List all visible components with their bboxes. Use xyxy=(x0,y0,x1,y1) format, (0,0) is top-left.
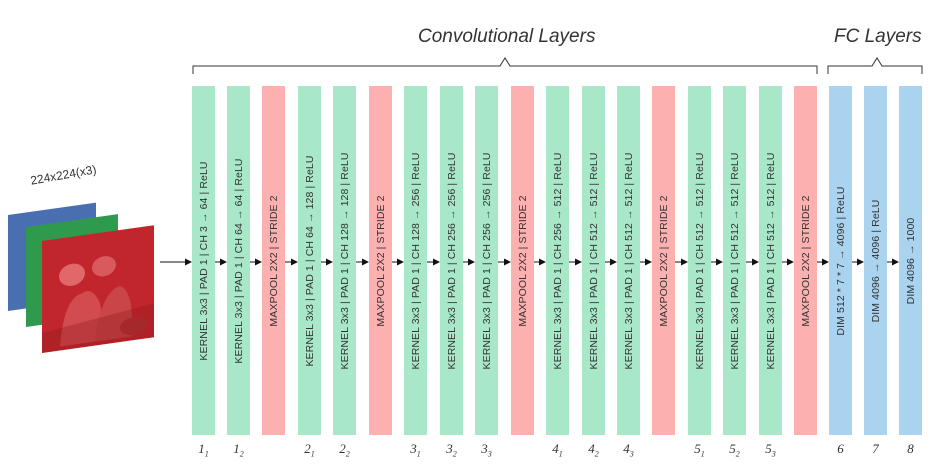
layer-index-number: 4 xyxy=(552,441,559,456)
layer-index-number: 7 xyxy=(872,441,879,456)
layer-label: KERNEL 3x3 | PAD 1 | CH 512 → 512 | ReLU xyxy=(764,151,777,370)
layer-index-number: 8 xyxy=(907,441,914,456)
conv-layer-17: KERNEL 3x3 | PAD 1 | CH 512 → 512 | ReLU xyxy=(759,86,782,435)
layer-label: DIM 512 * 7 * 7 → 4096 | ReLU xyxy=(834,185,847,336)
layer-index-number: 5 xyxy=(729,441,736,456)
layer-label: MAXPOOL 2X2 | STRIDE 2 xyxy=(267,194,280,327)
layer-index: 11 xyxy=(198,441,209,459)
layer-index-subscript: 2 xyxy=(594,449,599,459)
layer-index-number: 2 xyxy=(339,441,346,456)
layer-label: KERNEL 3x3 | PAD 1 | CH 128 → 128 | ReLU xyxy=(338,151,351,370)
layer-index-subscript: 2 xyxy=(452,449,457,459)
layer-index-number: 6 xyxy=(837,441,844,456)
conv-layer-12: KERNEL 3x3 | PAD 1 | CH 512 → 512 | ReLU xyxy=(582,86,605,435)
pool-layer-10: MAXPOOL 2X2 | STRIDE 2 xyxy=(511,86,534,435)
layer-index-subscript: 1 xyxy=(558,449,563,459)
layer-index-subscript: 1 xyxy=(310,449,315,459)
layer-label: KERNEL 3x3 | PAD 1 | CH 512 → 512 | ReLU xyxy=(622,151,635,370)
conv-layer-13: KERNEL 3x3 | PAD 1 | CH 512 → 512 | ReLU xyxy=(617,86,640,435)
layer-index: 32 xyxy=(446,441,457,459)
conv-layer-1: KERNEL 3x3 | PAD 1 | CH 3 → 64 | ReLU xyxy=(192,86,215,435)
layer-index-subscript: 2 xyxy=(345,449,350,459)
layer-index: 33 xyxy=(481,441,492,459)
layer-label: KERNEL 3x3 | PAD 1 | CH 512 → 512 | ReLU xyxy=(587,151,600,370)
layer-index-subscript: 1 xyxy=(416,449,421,459)
layer-label: KERNEL 3x3 | PAD 1 | CH 3 → 64 | ReLU xyxy=(197,160,210,361)
layer-index: 43 xyxy=(623,441,634,459)
layer-label: KERNEL 3x3 | PAD 1 | CH 256 → 512 | ReLU xyxy=(551,151,564,370)
layer-index-subscript: 3 xyxy=(487,449,492,459)
layer-index-subscript: 2 xyxy=(735,449,740,459)
layer-label: DIM 4096 → 4096 | ReLU xyxy=(869,199,882,322)
layer-index-subscript: 3 xyxy=(771,449,776,459)
layer-label: KERNEL 3x3 | PAD 1 | CH 64 → 64 | ReLU xyxy=(232,157,245,364)
layer-index: 31 xyxy=(410,441,421,459)
layer-index-subscript: 1 xyxy=(204,449,209,459)
layer-index: 41 xyxy=(552,441,563,459)
conv-layer-7: KERNEL 3x3 | PAD 1 | CH 128 → 256 | ReLU xyxy=(404,86,427,435)
layer-label: DIM 4096 → 1000 xyxy=(904,217,917,304)
layer-label: KERNEL 3x3 | PAD 1 | CH 256 → 256 | ReLU xyxy=(480,151,493,370)
layer-index: 7 xyxy=(872,441,879,457)
layer-index: 52 xyxy=(729,441,740,459)
layer-index-number: 4 xyxy=(623,441,630,456)
layer-index-number: 3 xyxy=(481,441,488,456)
layer-label: MAXPOOL 2X2 | STRIDE 2 xyxy=(657,194,670,327)
layer-index: 8 xyxy=(907,441,914,457)
layer-index-number: 5 xyxy=(765,441,772,456)
layer-label: MAXPOOL 2X2 | STRIDE 2 xyxy=(799,194,812,327)
layer-index-subscript: 1 xyxy=(700,449,705,459)
input-channel-red xyxy=(42,225,154,353)
conv-group-title: Convolutional Layers xyxy=(418,26,596,47)
conv-layer-4: KERNEL 3x3 | PAD 1 | CH 64 → 128 | ReLU xyxy=(298,86,321,435)
layer-label: KERNEL 3x3 | PAD 1 | CH 256 → 256 | ReLU xyxy=(445,151,458,370)
conv-layer-8: KERNEL 3x3 | PAD 1 | CH 256 → 256 | ReLU xyxy=(440,86,463,435)
layer-label: KERNEL 3x3 | PAD 1 | CH 128 → 256 | ReLU xyxy=(409,151,422,370)
layer-label: KERNEL 3x3 | PAD 1 | CH 512 → 512 | ReLU xyxy=(728,151,741,370)
layer-index: 22 xyxy=(339,441,350,459)
conv-layer-2: KERNEL 3x3 | PAD 1 | CH 64 → 64 | ReLU xyxy=(227,86,250,435)
layer-label: MAXPOOL 2X2 | STRIDE 2 xyxy=(374,194,387,327)
layer-index-number: 5 xyxy=(694,441,701,456)
conv-layer-11: KERNEL 3x3 | PAD 1 | CH 256 → 512 | ReLU xyxy=(546,86,569,435)
fc-layer-19: DIM 512 * 7 * 7 → 4096 | ReLU xyxy=(829,86,852,435)
fc-layer-20: DIM 4096 → 4096 | ReLU xyxy=(864,86,887,435)
layer-index-number: 2 xyxy=(304,441,311,456)
fc-group-bracket xyxy=(827,57,923,74)
conv-group-bracket xyxy=(192,57,818,74)
pool-layer-6: MAXPOOL 2X2 | STRIDE 2 xyxy=(369,86,392,435)
layer-index-number: 1 xyxy=(233,441,240,456)
conv-layer-5: KERNEL 3x3 | PAD 1 | CH 128 → 128 | ReLU xyxy=(333,86,356,435)
layer-label: MAXPOOL 2X2 | STRIDE 2 xyxy=(516,194,529,327)
layer-index: 6 xyxy=(837,441,844,457)
layer-index-number: 4 xyxy=(588,441,595,456)
layer-index-number: 3 xyxy=(410,441,417,456)
layer-index: 51 xyxy=(694,441,705,459)
pool-layer-18: MAXPOOL 2X2 | STRIDE 2 xyxy=(794,86,817,435)
layer-index: 12 xyxy=(233,441,244,459)
conv-layer-9: KERNEL 3x3 | PAD 1 | CH 256 → 256 | ReLU xyxy=(475,86,498,435)
layer-index-number: 1 xyxy=(198,441,205,456)
layer-index-subscript: 3 xyxy=(629,449,634,459)
layer-index-subscript: 2 xyxy=(239,449,244,459)
conv-layer-15: KERNEL 3x3 | PAD 1 | CH 512 → 512 | ReLU xyxy=(688,86,711,435)
layer-index-number: 3 xyxy=(446,441,453,456)
layer-label: KERNEL 3x3 | PAD 1 | CH 512 → 512 | ReLU xyxy=(693,151,706,370)
layer-label: KERNEL 3x3 | PAD 1 | CH 64 → 128 | ReLU xyxy=(303,154,316,367)
input-image-stack xyxy=(8,202,154,353)
conv-layer-16: KERNEL 3x3 | PAD 1 | CH 512 → 512 | ReLU xyxy=(723,86,746,435)
layer-index: 21 xyxy=(304,441,315,459)
fc-layer-21: DIM 4096 → 1000 xyxy=(899,86,922,435)
fc-group-title: FC Layers xyxy=(834,26,922,47)
layer-index: 53 xyxy=(765,441,776,459)
layer-index: 42 xyxy=(588,441,599,459)
pool-layer-14: MAXPOOL 2X2 | STRIDE 2 xyxy=(652,86,675,435)
pool-layer-3: MAXPOOL 2X2 | STRIDE 2 xyxy=(262,86,285,435)
